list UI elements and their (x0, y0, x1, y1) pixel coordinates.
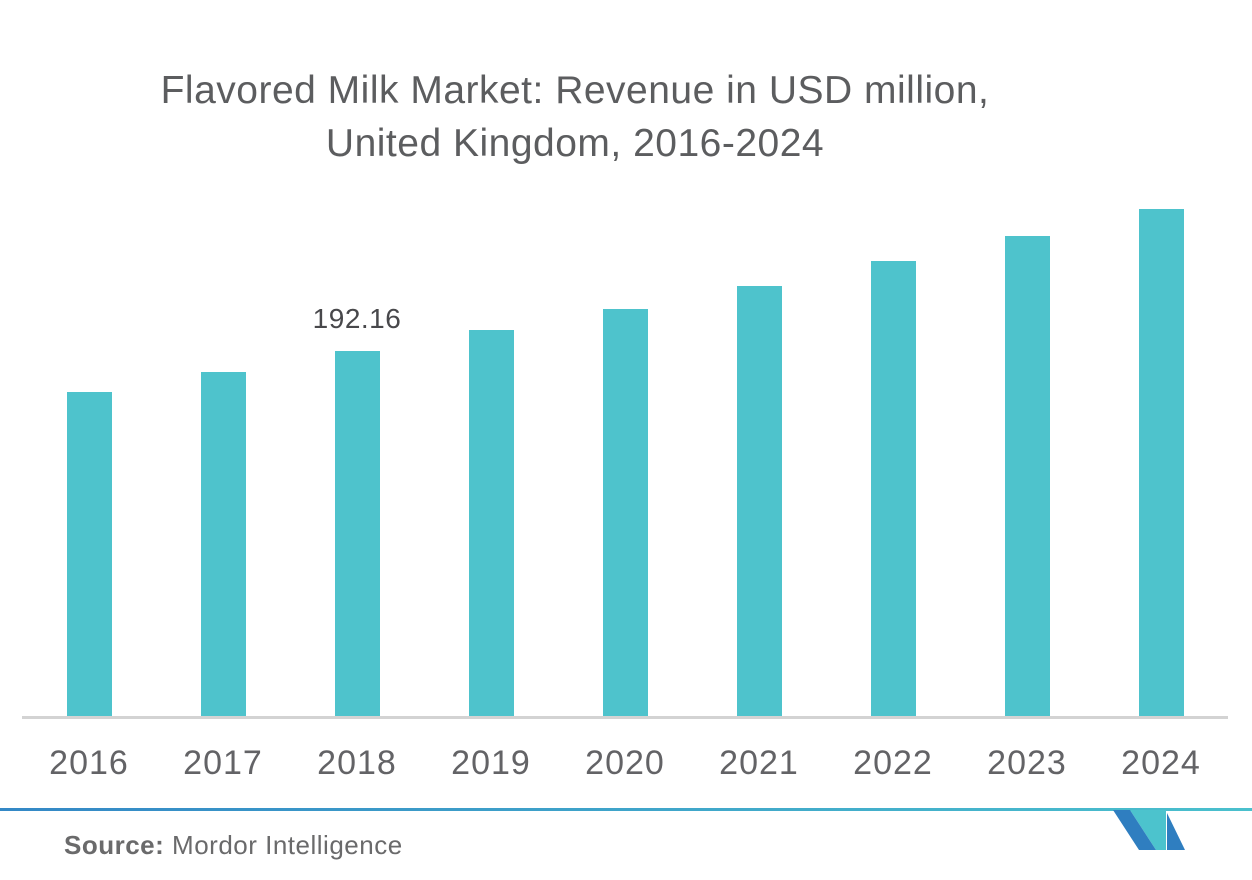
source-label: Source: (64, 830, 165, 860)
x-axis-line (22, 716, 1228, 719)
bar-2018 (334, 351, 380, 718)
x-axis-label-2016: 2016 (49, 744, 129, 782)
x-axis-label-2022: 2022 (853, 744, 933, 782)
logo-teal-shape (1130, 810, 1166, 850)
bar-2020 (602, 309, 648, 718)
bar-2022 (870, 261, 916, 718)
x-axis-label-2019: 2019 (451, 744, 531, 782)
page-title: Flavored Milk Market: Revenue in USD mil… (0, 64, 1150, 170)
source-note: Source: Mordor Intelligence (64, 830, 403, 861)
logo-blue-triangle (1167, 813, 1185, 850)
x-axis-label-2021: 2021 (719, 744, 799, 782)
x-axis-label-2020: 2020 (585, 744, 665, 782)
bar-2024 (1138, 209, 1184, 718)
bar-2019 (468, 330, 514, 718)
mordor-intelligence-logo (1113, 810, 1185, 850)
brand-rule (0, 808, 1252, 811)
bar-2023 (1004, 236, 1050, 718)
x-axis-label-2023: 2023 (987, 744, 1067, 782)
source-value: Mordor Intelligence (172, 830, 403, 860)
x-axis-label-2018: 2018 (317, 744, 397, 782)
bar-2016 (66, 392, 112, 718)
x-axis-label-2017: 2017 (183, 744, 263, 782)
bar-2021 (736, 286, 782, 718)
logo-blue-stroke (1113, 810, 1156, 850)
title-line-2: United Kingdom, 2016-2024 (325, 122, 825, 165)
value-label-2018: 192.16 (312, 303, 402, 334)
bar-2017 (200, 372, 246, 718)
x-axis-label-2024: 2024 (1121, 744, 1201, 782)
title-line-1: Flavored Milk Market: Revenue in USD mil… (160, 69, 990, 112)
